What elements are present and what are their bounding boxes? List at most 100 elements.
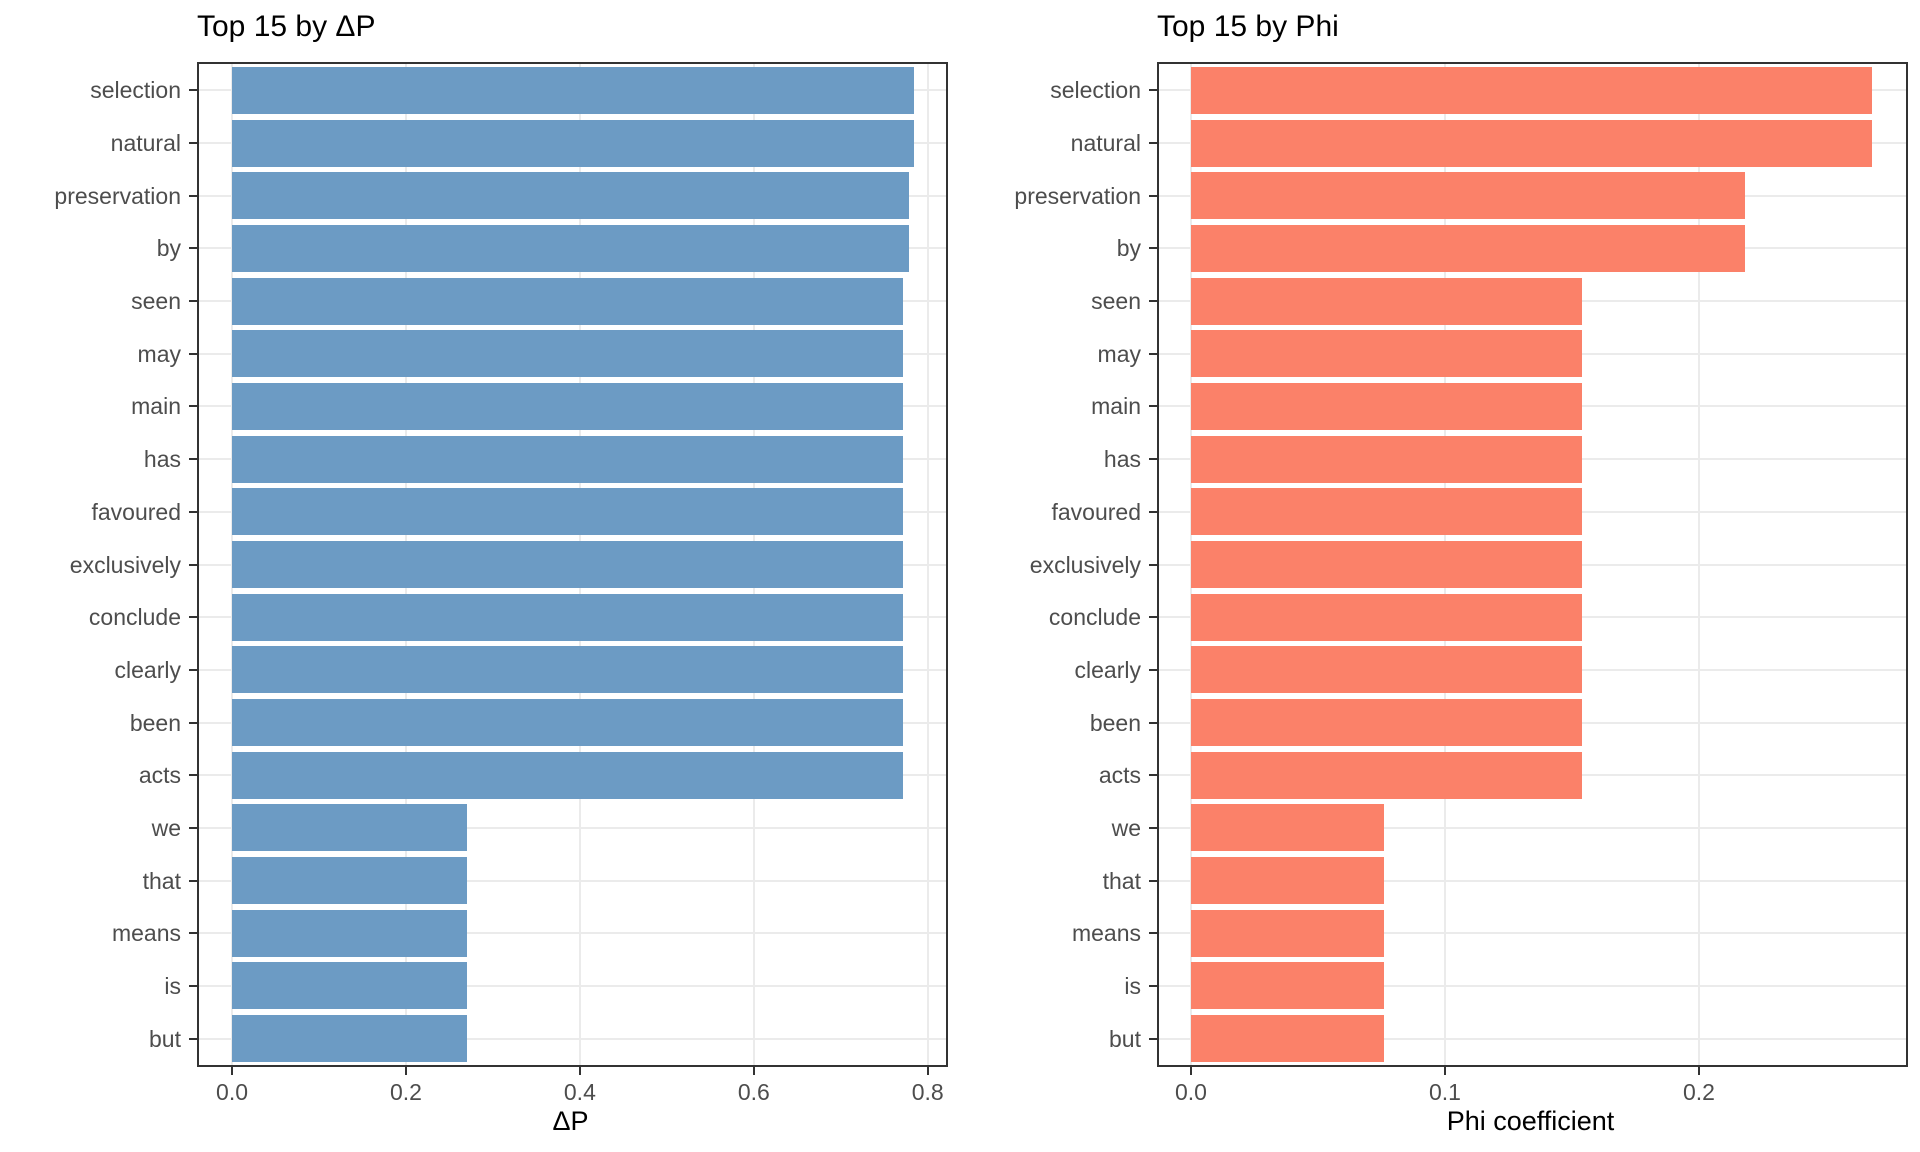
y-axis-tick bbox=[189, 668, 197, 671]
y-axis-label: natural bbox=[110, 130, 181, 157]
y-axis-label: may bbox=[137, 340, 181, 367]
y-axis-tick bbox=[189, 616, 197, 619]
y-axis-tick bbox=[1149, 984, 1157, 987]
y-axis-tick bbox=[189, 458, 197, 461]
gridline-horizontal bbox=[1159, 826, 1906, 829]
bar-has bbox=[232, 435, 904, 483]
bar-been bbox=[1191, 699, 1583, 747]
gridline-horizontal bbox=[199, 1037, 946, 1040]
bar-that bbox=[1191, 857, 1385, 905]
y-axis-label: has bbox=[1103, 446, 1141, 473]
y-axis-tick bbox=[1149, 300, 1157, 303]
y-axis-tick bbox=[189, 142, 197, 145]
bar-natural bbox=[232, 119, 914, 167]
y-axis-label: main bbox=[131, 393, 181, 420]
bar-favoured bbox=[232, 488, 904, 536]
bar-seen bbox=[232, 277, 904, 325]
y-axis-label: seen bbox=[1091, 288, 1141, 315]
y-axis-tick bbox=[1149, 616, 1157, 619]
y-axis-label: seen bbox=[131, 288, 181, 315]
bar-is bbox=[232, 962, 467, 1010]
y-axis-label: we bbox=[151, 814, 181, 841]
y-axis-tick bbox=[189, 247, 197, 250]
x-axis-tick-label: 0.0 bbox=[216, 1079, 249, 1105]
y-axis-tick bbox=[189, 405, 197, 408]
y-axis-label: clearly bbox=[1074, 656, 1141, 683]
bar-clearly bbox=[232, 646, 904, 694]
bar-seen bbox=[1191, 277, 1583, 325]
y-axis-label: selection bbox=[90, 77, 181, 104]
chart-phi: Top 15 by Phi Phi coefficient selection n… bbox=[960, 0, 1920, 1152]
gridline-horizontal bbox=[199, 984, 946, 987]
y-axis-tick bbox=[1149, 879, 1157, 882]
y-axis-tick bbox=[1149, 510, 1157, 513]
y-axis-tick bbox=[189, 510, 197, 513]
x-axis-tick bbox=[231, 1067, 234, 1075]
y-axis-tick bbox=[189, 1037, 197, 1040]
x-axis-tick-label: 0.6 bbox=[737, 1079, 770, 1105]
bar-exclusively bbox=[1191, 541, 1583, 588]
gridline-horizontal bbox=[199, 879, 946, 882]
y-axis-tick bbox=[189, 932, 197, 935]
y-axis-label: preservation bbox=[54, 182, 181, 209]
gridline-horizontal bbox=[1159, 1037, 1906, 1040]
y-axis-tick bbox=[1149, 932, 1157, 935]
gridline-vertical bbox=[926, 64, 929, 1065]
y-axis-tick bbox=[1149, 1037, 1157, 1040]
y-axis-label: conclude bbox=[88, 604, 181, 631]
y-axis-label: preservation bbox=[1014, 182, 1141, 209]
y-axis-label: acts bbox=[138, 762, 181, 789]
gridline-horizontal bbox=[1159, 932, 1906, 935]
bar-been bbox=[232, 699, 904, 747]
x-axis-tick bbox=[926, 1067, 929, 1075]
bar-acts bbox=[232, 751, 904, 799]
plot-panel-phi bbox=[1157, 62, 1908, 1067]
x-axis-tick bbox=[1443, 1067, 1446, 1075]
bar-exclusively bbox=[232, 541, 904, 588]
chart-title-deltap: Top 15 by ΔP bbox=[197, 10, 376, 43]
y-axis-label: means bbox=[1071, 920, 1141, 947]
y-axis-tick bbox=[1149, 774, 1157, 777]
y-axis-tick bbox=[189, 879, 197, 882]
y-axis-label: by bbox=[1116, 235, 1141, 262]
x-axis-tick-label: 0.4 bbox=[563, 1079, 596, 1105]
y-axis-label: favoured bbox=[1051, 498, 1141, 525]
bar-acts bbox=[1191, 751, 1583, 799]
y-axis-label: main bbox=[1091, 393, 1141, 420]
y-axis-tick bbox=[1149, 563, 1157, 566]
y-axis-tick bbox=[1149, 89, 1157, 92]
bar-may bbox=[232, 330, 904, 378]
y-axis-label: is bbox=[164, 972, 181, 999]
y-axis-label: natural bbox=[1070, 130, 1141, 157]
x-axis-tick bbox=[1190, 1067, 1192, 1075]
y-axis-tick bbox=[1149, 458, 1157, 461]
gridline-horizontal bbox=[1159, 984, 1906, 987]
y-axis-label: but bbox=[149, 1025, 181, 1052]
bar-we bbox=[232, 804, 467, 852]
gridline-vertical bbox=[1697, 64, 1700, 1065]
y-axis-label: acts bbox=[1098, 762, 1141, 789]
bar-selection bbox=[232, 66, 914, 114]
y-axis-label: been bbox=[1089, 709, 1141, 736]
bar-but bbox=[1191, 1015, 1385, 1063]
bar-natural bbox=[1191, 119, 1872, 167]
bar-may bbox=[1191, 330, 1583, 378]
bar-preservation bbox=[1191, 172, 1745, 220]
y-axis-tick bbox=[1149, 352, 1157, 355]
x-axis-tick-label: 0.8 bbox=[911, 1079, 944, 1105]
gridline-horizontal bbox=[199, 826, 946, 829]
y-axis-label: we bbox=[1111, 814, 1141, 841]
y-axis-label: been bbox=[129, 709, 181, 736]
x-axis-tick-label: 0.2 bbox=[1682, 1079, 1715, 1105]
y-axis-label: exclusively bbox=[1029, 551, 1141, 578]
bar-that bbox=[232, 857, 467, 905]
bar-selection bbox=[1191, 66, 1872, 114]
chart-deltap: Top 15 by ΔP ΔP selection natural preserva… bbox=[54, 10, 948, 1136]
y-axis-tick bbox=[1149, 194, 1157, 197]
y-axis-label: that bbox=[1102, 867, 1141, 894]
y-axis-label: selection bbox=[1050, 77, 1141, 104]
x-axis-tick-label: 0.2 bbox=[389, 1079, 422, 1105]
x-axis-tick-label: 0.1 bbox=[1428, 1079, 1461, 1105]
y-axis-label: clearly bbox=[114, 656, 181, 683]
x-axis-tick bbox=[752, 1067, 755, 1075]
